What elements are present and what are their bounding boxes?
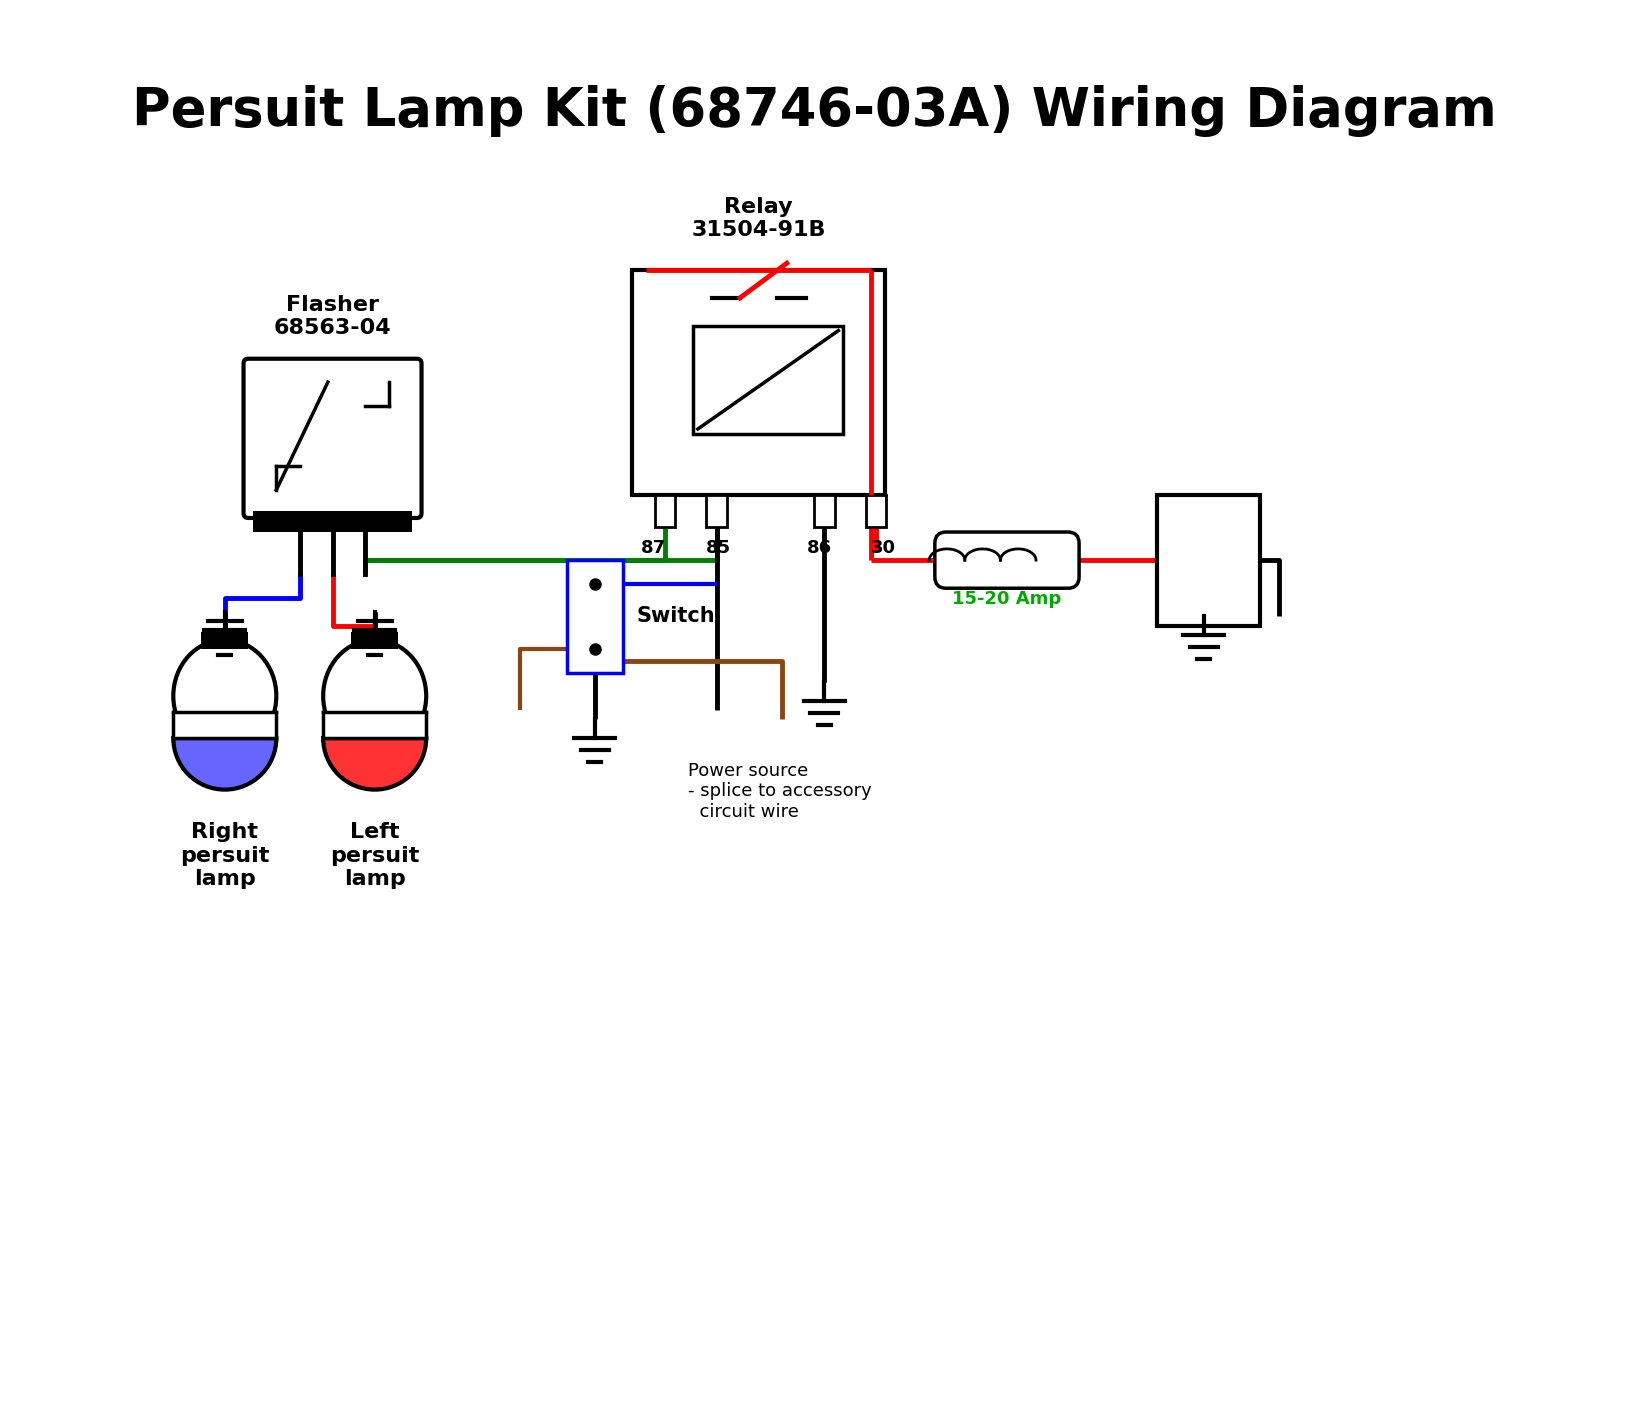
Text: Left
persuit
lamp: Left persuit lamp [330, 822, 420, 889]
Wedge shape [173, 738, 277, 790]
Bar [352, 632, 399, 649]
Bar [866, 494, 886, 527]
Text: 87: 87 [641, 538, 666, 557]
Bar [173, 711, 277, 738]
Text: Switch: Switch [637, 606, 716, 626]
Bar [694, 327, 843, 433]
Text: Power source
- splice to accessory
  circuit wire: Power source - splice to accessory circu… [689, 761, 873, 821]
Text: Right
persuit
lamp: Right persuit lamp [181, 822, 270, 889]
Text: 15-20 Amp: 15-20 Amp [952, 591, 1061, 608]
Text: Persuit Lamp Kit (68746-03A) Wiring Diagram: Persuit Lamp Kit (68746-03A) Wiring Diag… [132, 85, 1496, 136]
Bar [202, 632, 247, 649]
Bar [654, 494, 676, 527]
FancyBboxPatch shape [244, 359, 422, 518]
Text: -: - [1232, 545, 1245, 575]
Text: Flasher
68563-04: Flasher 68563-04 [274, 295, 391, 338]
Ellipse shape [173, 640, 277, 753]
Text: 86: 86 [807, 538, 832, 557]
Ellipse shape [324, 640, 427, 753]
Bar [567, 559, 624, 673]
Text: 30: 30 [871, 538, 895, 557]
Bar [1158, 494, 1260, 626]
Bar [707, 494, 726, 527]
Text: 85: 85 [707, 538, 731, 557]
Text: Relay
31504-91B: Relay 31504-91B [692, 196, 825, 240]
Bar [252, 511, 412, 532]
Text: +: + [1167, 548, 1188, 572]
Bar [324, 711, 427, 738]
FancyBboxPatch shape [934, 532, 1079, 588]
Bar [814, 494, 835, 527]
Bar [632, 270, 886, 494]
Wedge shape [324, 738, 427, 790]
